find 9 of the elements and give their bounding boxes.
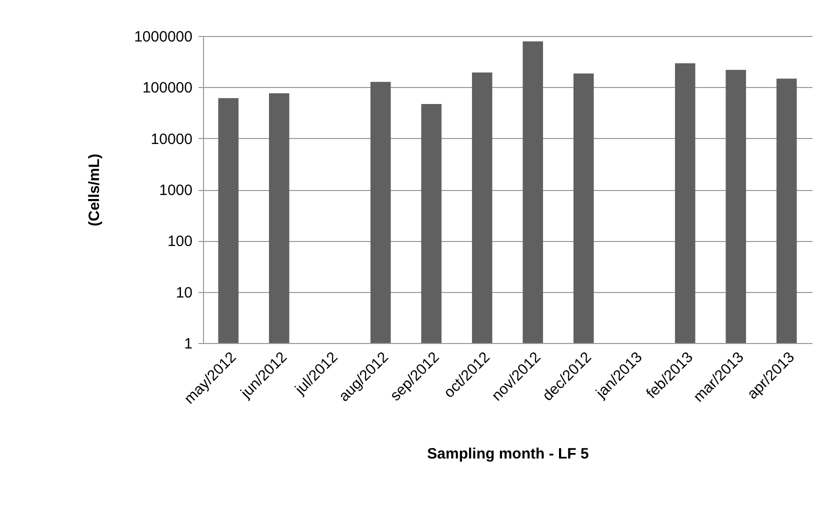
y-tick-label: 1000000: [134, 28, 192, 46]
y-tick-label: 10000: [150, 130, 192, 148]
y-tick-label: 100000: [142, 80, 192, 97]
y-axis-title: (Cells/mL): [86, 154, 104, 226]
x-axis-title: Sampling month - LF 5: [427, 446, 589, 463]
y-tick-label: 1000: [159, 182, 192, 199]
y-tick-label: 1: [184, 336, 192, 352]
y-tick-label: 100: [167, 233, 192, 250]
y-tick-label: 10: [176, 284, 192, 302]
